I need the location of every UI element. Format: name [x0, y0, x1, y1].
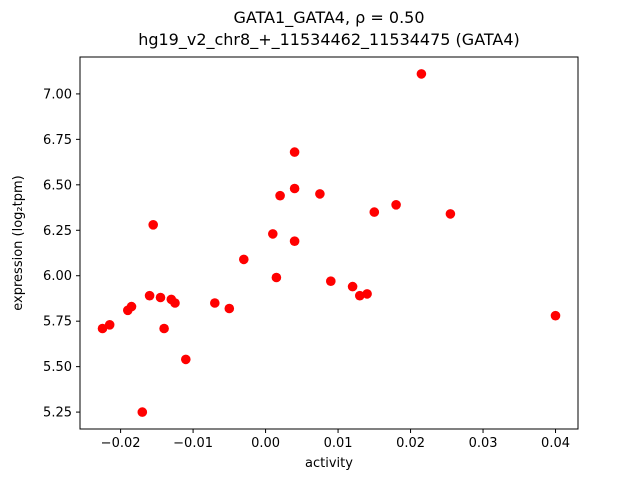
data-point: [224, 303, 235, 314]
data-point: [289, 236, 300, 246]
data-point: [104, 320, 115, 330]
chart-title-line1: GATA1_GATA4, ρ = 0.50: [233, 8, 425, 27]
data-point: [326, 276, 336, 287]
data-point: [289, 147, 300, 157]
data-point: [445, 209, 456, 219]
x-tick-label: 0.03: [469, 436, 498, 451]
data-point: [362, 289, 372, 299]
data-point: [315, 189, 325, 199]
y-tick-label: 6.75: [43, 133, 72, 148]
data-point: [275, 190, 285, 201]
y-tick-label: 5.25: [43, 406, 72, 421]
data-point: [391, 200, 401, 210]
data-point: [416, 69, 427, 79]
data-point: [137, 407, 148, 417]
data-point: [550, 310, 561, 321]
x-tick-label: 0.01: [324, 436, 353, 451]
data-point: [97, 323, 108, 334]
data-point: [239, 254, 249, 265]
y-tick-label: 7.00: [43, 87, 72, 102]
data-point: [268, 229, 278, 239]
x-tick-label: −0.02: [101, 436, 141, 451]
data-point: [159, 323, 169, 334]
data-point: [170, 298, 180, 308]
x-tick-label: 0.00: [251, 436, 280, 451]
data-point: [155, 292, 166, 303]
x-tick-label: 0.02: [396, 436, 425, 451]
y-tick-label: 6.00: [43, 269, 72, 284]
y-axis-label: expression (log₂tpm): [11, 175, 26, 310]
data-point: [144, 290, 155, 301]
data-point: [210, 298, 220, 308]
data-point: [289, 183, 300, 194]
data-point: [271, 272, 282, 283]
data-point: [181, 354, 191, 365]
y-tick-label: 6.25: [43, 224, 72, 239]
x-tick-label: −0.01: [173, 436, 213, 451]
data-point: [355, 290, 365, 301]
data-point: [126, 301, 137, 312]
x-axis-label: activity: [305, 456, 353, 471]
x-tick-label: 0.04: [541, 436, 570, 451]
plot-frame: [79, 56, 579, 430]
chart-title-line2: hg19_v2_chr8_+_11534462_11534475 (GATA4): [138, 30, 520, 49]
y-tick-label: 5.75: [43, 315, 72, 330]
y-tick-label: 6.50: [43, 178, 72, 193]
y-tick-label: 5.50: [43, 360, 72, 375]
data-point: [369, 207, 380, 217]
data-point: [347, 281, 358, 292]
data-point: [148, 220, 158, 230]
